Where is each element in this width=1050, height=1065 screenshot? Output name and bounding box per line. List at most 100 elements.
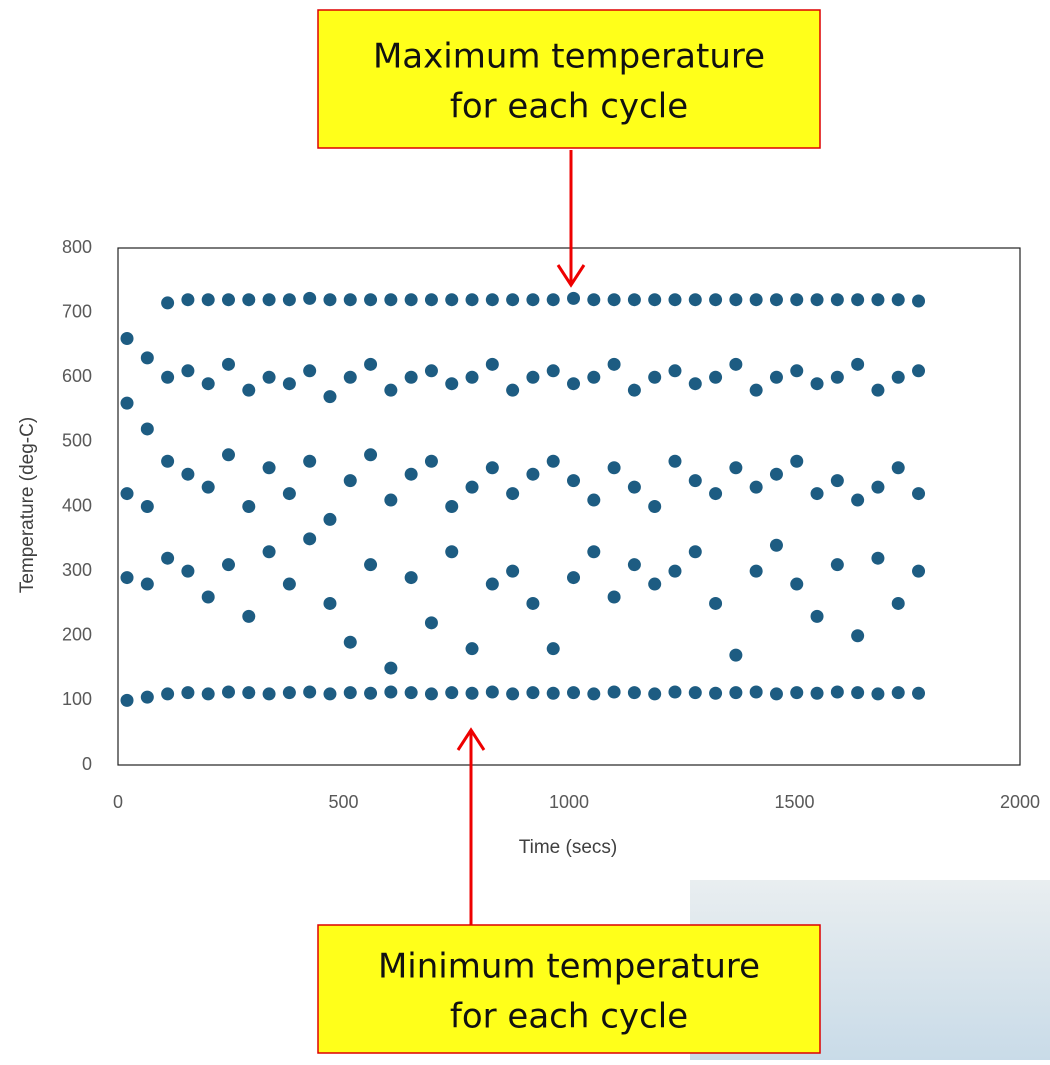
point [242, 686, 256, 700]
point [343, 686, 357, 700]
point [627, 383, 641, 397]
point [648, 500, 662, 513]
point [282, 293, 296, 307]
point [303, 291, 317, 305]
point [282, 686, 296, 700]
point [871, 480, 885, 494]
point [201, 590, 215, 604]
point [201, 480, 215, 494]
y-tick-label: 800 [62, 237, 92, 257]
point [709, 370, 723, 384]
point [120, 396, 134, 410]
point [790, 577, 804, 591]
point [140, 500, 154, 513]
point [445, 293, 459, 307]
point [709, 487, 723, 501]
point [912, 564, 926, 578]
point [810, 293, 824, 307]
point [404, 467, 418, 481]
point [688, 293, 702, 307]
x-tick-label: 1500 [774, 792, 814, 812]
arrow-head [556, 264, 586, 288]
point [830, 474, 844, 488]
point [140, 577, 154, 591]
point [587, 493, 601, 507]
point [546, 686, 560, 700]
point [262, 545, 276, 559]
y-tick-label: 400 [62, 495, 92, 515]
point [343, 474, 357, 488]
point [465, 293, 479, 307]
point [810, 487, 824, 501]
point [506, 687, 520, 701]
point [181, 364, 195, 378]
point [120, 571, 134, 585]
point [790, 454, 804, 468]
point [749, 383, 763, 397]
point [181, 293, 195, 307]
annotation: for each cycle [450, 87, 688, 127]
point [567, 571, 581, 585]
point [201, 687, 215, 701]
point [627, 686, 641, 700]
point [221, 293, 235, 307]
point [749, 564, 763, 578]
point [221, 357, 235, 371]
point [120, 331, 134, 345]
point [303, 685, 317, 699]
point [221, 448, 235, 462]
point [343, 293, 357, 307]
point [607, 357, 621, 371]
point [587, 687, 601, 701]
point [830, 370, 844, 384]
point [262, 293, 276, 307]
y-tick-label: 300 [62, 560, 92, 580]
point [242, 383, 256, 397]
point [790, 686, 804, 700]
point [891, 293, 905, 307]
point [384, 383, 398, 397]
point [891, 461, 905, 475]
point [709, 686, 723, 700]
point [242, 500, 256, 513]
point [912, 364, 926, 378]
point [485, 685, 499, 699]
point [262, 687, 276, 701]
point [262, 370, 276, 384]
point [871, 293, 885, 307]
point [424, 293, 438, 307]
point [424, 687, 438, 701]
point [648, 577, 662, 591]
point [871, 687, 885, 701]
point [851, 686, 865, 700]
point [526, 293, 540, 307]
point [709, 596, 723, 610]
x-tick-label: 1000 [549, 792, 589, 812]
point [364, 558, 378, 572]
point [668, 293, 682, 307]
point [221, 685, 235, 699]
point [161, 370, 175, 384]
point [404, 293, 418, 307]
point [749, 685, 763, 699]
plot-area [120, 291, 926, 707]
point [851, 629, 865, 643]
point [709, 293, 723, 307]
x-axis-title: Time (secs) [519, 837, 618, 858]
arrow-head [456, 727, 486, 751]
point [546, 364, 560, 378]
point [607, 461, 621, 475]
point [769, 370, 783, 384]
point [161, 687, 175, 701]
y-axis-title: Temperature (deg-C) [17, 417, 38, 593]
point [567, 377, 581, 391]
point [506, 383, 520, 397]
point [668, 454, 682, 468]
point [161, 454, 175, 468]
point [242, 609, 256, 623]
point [729, 686, 743, 700]
point [729, 461, 743, 475]
annotation: Maximum temperature [373, 37, 765, 77]
point [587, 370, 601, 384]
